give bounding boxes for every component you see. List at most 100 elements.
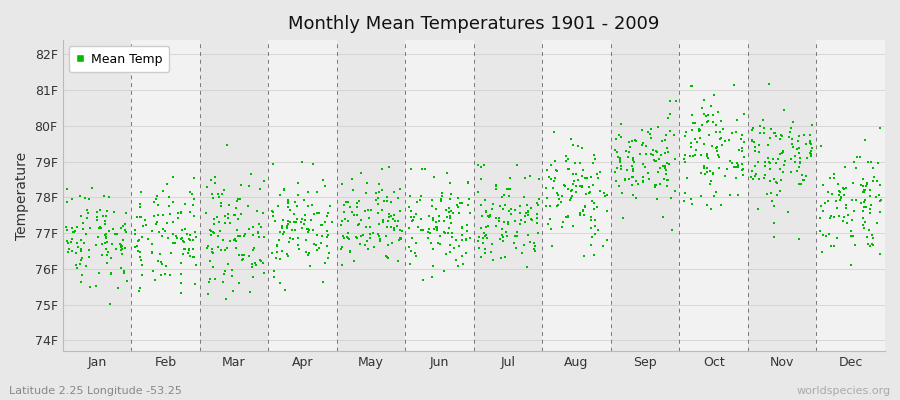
Point [858, 219, 872, 225]
Point [425, 203, 439, 210]
Point [704, 178, 718, 184]
Point [374, 238, 388, 244]
Point [229, 238, 243, 244]
Point [350, 200, 365, 206]
Point [472, 189, 486, 196]
Point [692, 125, 706, 132]
Point [477, 230, 491, 237]
Point [163, 211, 177, 217]
Point [288, 219, 302, 225]
Point [872, 124, 886, 131]
Point [700, 155, 715, 162]
Point [626, 154, 640, 161]
Point [242, 183, 256, 189]
Point [648, 158, 662, 164]
Point [773, 132, 788, 138]
Point [273, 192, 287, 198]
Point [128, 230, 142, 237]
Point [571, 177, 585, 184]
Point [133, 284, 148, 291]
Point [597, 190, 611, 196]
Point [256, 178, 271, 184]
Point [564, 188, 579, 195]
Point [747, 144, 761, 150]
Point [701, 118, 716, 124]
Point [762, 81, 777, 87]
Point [816, 182, 831, 188]
Point [699, 150, 714, 157]
Point [545, 185, 560, 191]
Point [767, 130, 781, 136]
Point [82, 196, 96, 202]
Point [219, 296, 233, 302]
Point [290, 216, 304, 222]
Point [220, 215, 235, 222]
Point [436, 268, 451, 274]
Point [782, 129, 796, 136]
Point [163, 272, 177, 278]
Point [873, 181, 887, 188]
Point [455, 237, 470, 243]
Point [392, 208, 407, 214]
Point [844, 228, 859, 234]
Point [158, 262, 173, 269]
Point [442, 209, 456, 216]
Point [450, 202, 464, 208]
Point [402, 193, 417, 200]
Point [139, 222, 153, 228]
Point [381, 218, 395, 224]
Point [359, 180, 374, 186]
Point [864, 241, 878, 247]
Point [707, 192, 722, 199]
Point [777, 107, 791, 113]
Point [842, 211, 856, 218]
Point [650, 148, 664, 155]
Point [228, 236, 242, 243]
Point [593, 188, 608, 195]
Point [96, 213, 111, 219]
Point [745, 137, 760, 144]
Point [784, 169, 798, 175]
Point [863, 210, 878, 216]
Point [133, 214, 148, 220]
Point [213, 247, 228, 254]
Point [559, 158, 573, 164]
Point [492, 236, 507, 242]
Point [98, 239, 112, 246]
Point [311, 244, 326, 251]
Point [305, 160, 320, 167]
Point [230, 198, 244, 204]
Point [773, 188, 788, 194]
Point [114, 264, 129, 271]
Point [772, 165, 787, 172]
Point [243, 289, 257, 296]
Point [285, 236, 300, 243]
Bar [268, 40, 337, 351]
Point [266, 249, 280, 256]
Point [527, 242, 542, 249]
Point [295, 216, 310, 222]
Point [375, 217, 390, 223]
Point [611, 154, 625, 160]
Point [238, 231, 252, 237]
Point [590, 175, 605, 182]
Point [871, 159, 886, 166]
Point [200, 183, 214, 190]
Point [150, 202, 165, 208]
Point [802, 132, 816, 138]
Point [577, 252, 591, 259]
Point [301, 226, 315, 232]
Point [233, 196, 248, 203]
Point [99, 212, 113, 219]
Point [574, 182, 589, 189]
Point [792, 150, 806, 156]
Bar [200, 40, 268, 351]
Point [236, 256, 250, 262]
Point [613, 154, 627, 161]
Point [793, 158, 807, 165]
Point [301, 203, 315, 209]
Point [309, 242, 323, 248]
Point [826, 243, 841, 250]
Point [475, 213, 490, 219]
Point [82, 247, 96, 253]
